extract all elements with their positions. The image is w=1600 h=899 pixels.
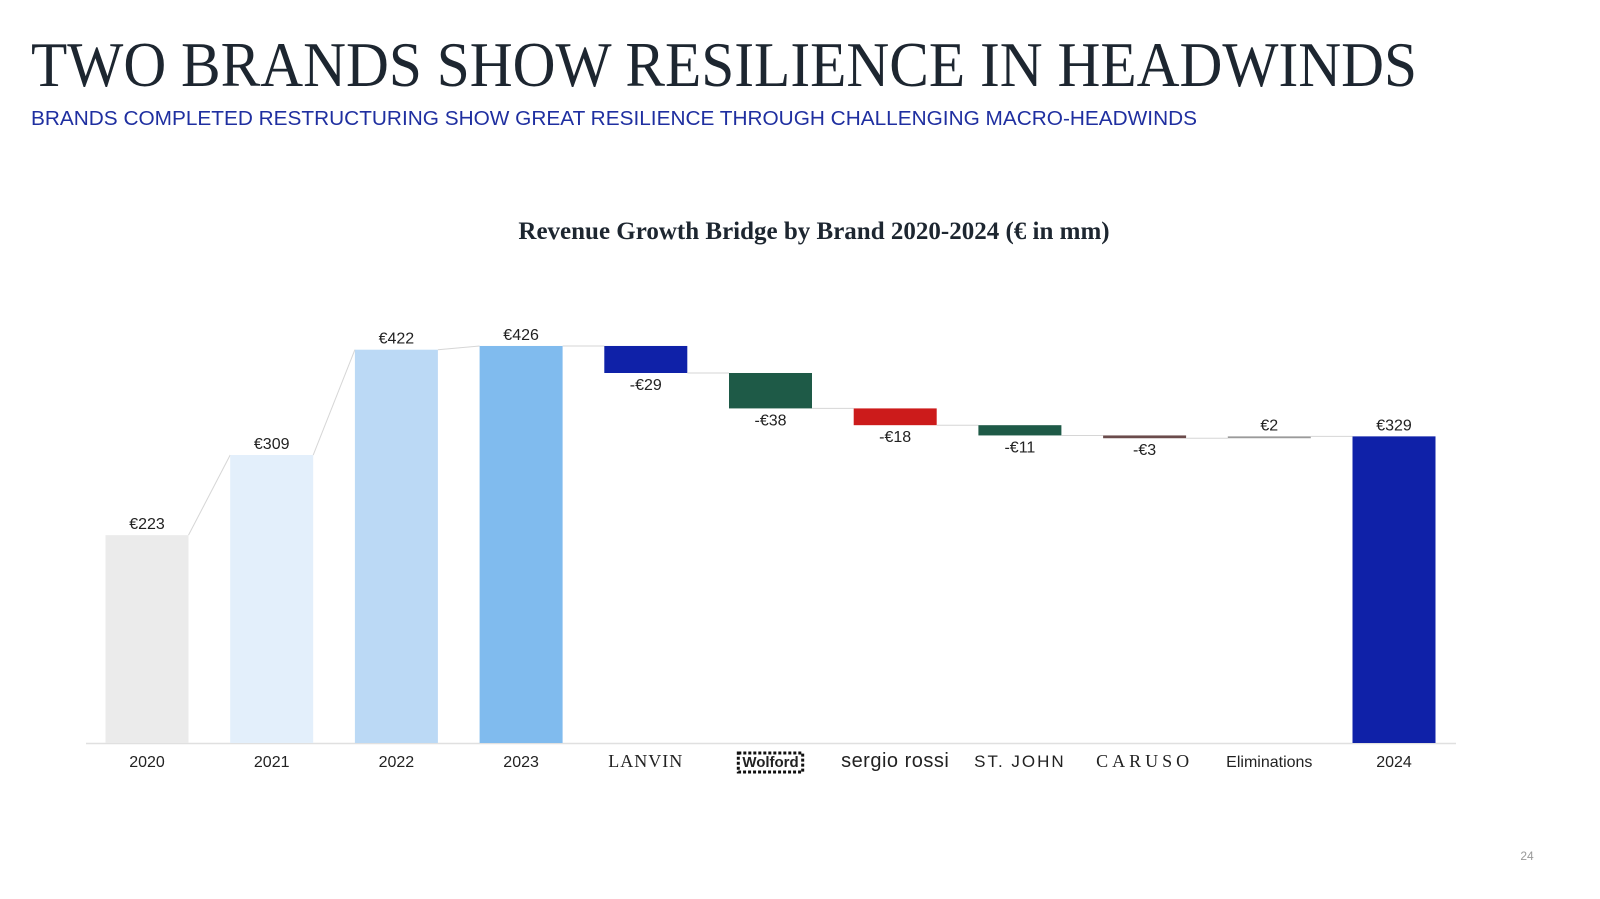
slide-title: TWO BRANDS SHOW RESILIENCE IN HEADWINDS — [31, 29, 1417, 100]
connector — [437, 345, 480, 351]
x-tick-label: 2022 — [379, 754, 415, 771]
x-tick-label: ST. JOHN — [974, 752, 1066, 771]
bar — [354, 349, 438, 743]
x-tick-label: 2021 — [254, 754, 290, 771]
x-tick-label: Wolford — [742, 754, 798, 771]
bar — [105, 535, 189, 743]
connector — [188, 454, 231, 536]
x-tick-label: LANVIN — [608, 751, 683, 771]
value-label: €309 — [254, 436, 290, 453]
bar — [853, 408, 937, 426]
x-tick-label: Eliminations — [1226, 754, 1312, 771]
bar — [604, 345, 688, 373]
value-label: €223 — [129, 516, 165, 533]
value-label: -€38 — [754, 412, 786, 429]
value-label: €426 — [503, 327, 539, 344]
connector — [312, 349, 356, 456]
slide-subtitle: BRANDS COMPLETED RESTRUCTURING SHOW GREA… — [31, 108, 1197, 130]
value-label: €329 — [1376, 417, 1412, 434]
bar — [1227, 436, 1311, 439]
chart-title: Revenue Growth Bridge by Brand 2020-2024… — [518, 218, 1109, 245]
bar — [1352, 436, 1436, 743]
x-tick-label: CARUSO — [1096, 751, 1193, 771]
value-label: €2 — [1260, 417, 1278, 434]
value-label: -€11 — [1004, 439, 1035, 456]
logo-frame — [736, 751, 805, 774]
x-tick-label: sergio rossi — [841, 750, 949, 772]
x-tick-label: 2020 — [129, 754, 165, 771]
page-number: 24 — [1520, 849, 1534, 863]
value-label: -€18 — [879, 429, 911, 446]
x-tick-label: 2024 — [1376, 754, 1412, 771]
x-tick-label: 2023 — [503, 754, 539, 771]
bar — [729, 372, 812, 409]
bar — [230, 455, 314, 743]
value-label: €422 — [379, 331, 415, 348]
value-label: -€29 — [630, 377, 662, 394]
bar — [479, 345, 563, 743]
value-label: -€3 — [1133, 442, 1156, 459]
bar — [1103, 435, 1187, 439]
bar — [978, 425, 1062, 436]
